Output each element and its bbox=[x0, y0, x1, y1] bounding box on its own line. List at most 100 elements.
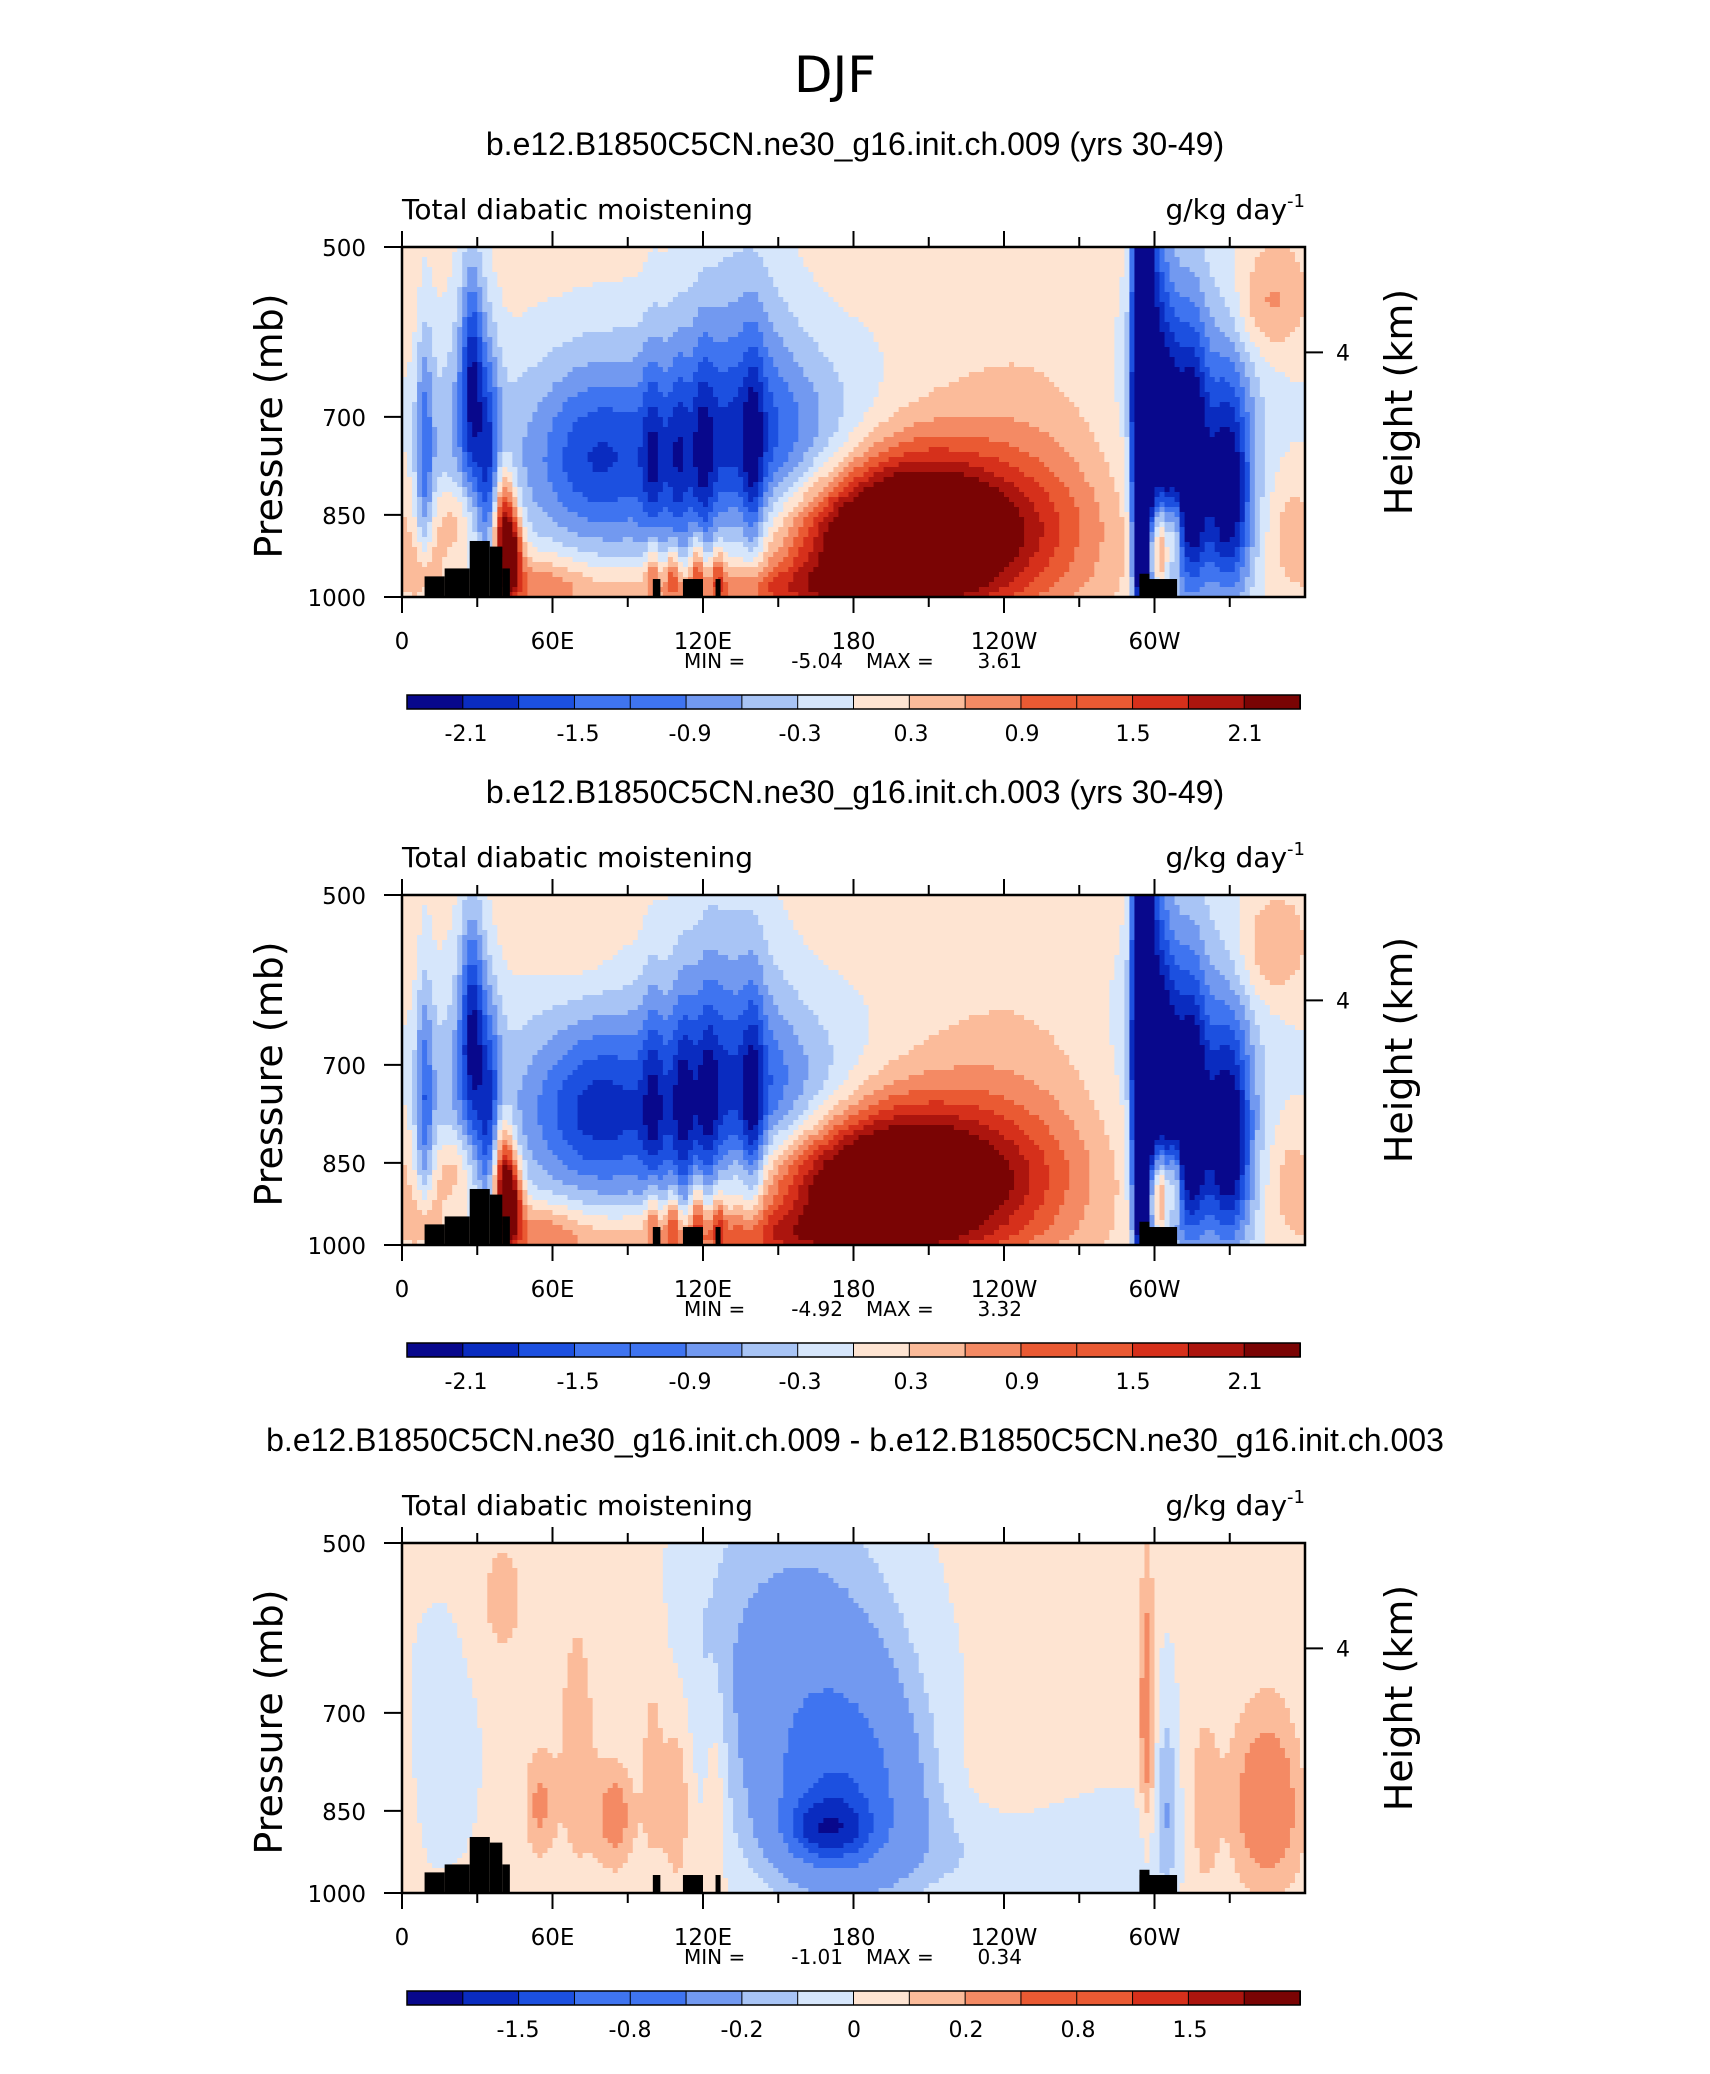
contour-cell bbox=[1134, 447, 1236, 453]
contour-cell bbox=[437, 1070, 453, 1076]
contour-cell bbox=[412, 422, 418, 428]
contour-cell bbox=[1239, 1090, 1246, 1096]
contour-cell bbox=[672, 1105, 719, 1111]
contour-cell bbox=[497, 512, 503, 518]
contour-cell bbox=[402, 1000, 413, 1006]
contour-cell bbox=[1229, 402, 1241, 408]
contour-cell bbox=[542, 1090, 559, 1096]
contour-cell bbox=[1129, 272, 1136, 278]
contour-cell bbox=[437, 537, 458, 543]
contour-cell bbox=[778, 572, 794, 578]
contour-cell bbox=[672, 362, 699, 368]
contour-cell bbox=[1039, 537, 1060, 543]
contour-cell bbox=[467, 1050, 483, 1056]
contour-cell bbox=[818, 1090, 835, 1096]
contour-cell bbox=[657, 497, 674, 503]
contour-cell bbox=[843, 382, 880, 388]
contour-cell bbox=[402, 1055, 413, 1061]
contour-cell bbox=[432, 372, 438, 378]
contour-cell bbox=[1199, 542, 1206, 548]
contour-cell bbox=[763, 1075, 774, 1081]
contour-cell bbox=[517, 557, 523, 563]
contour-cell bbox=[1204, 322, 1216, 328]
contour-cell bbox=[1179, 502, 1241, 508]
contour-cell bbox=[512, 492, 518, 498]
contour-cell bbox=[597, 552, 644, 558]
contour-cell bbox=[1134, 965, 1161, 971]
contour-cell bbox=[843, 975, 1115, 981]
contour-cell bbox=[402, 422, 413, 428]
contour-cell bbox=[497, 442, 503, 448]
contour-cell bbox=[843, 387, 880, 393]
contour-cell bbox=[1114, 367, 1125, 373]
contour-cell bbox=[642, 552, 649, 558]
contour-cell bbox=[1199, 382, 1206, 388]
contour-cell bbox=[783, 522, 794, 528]
contour-cell bbox=[662, 1060, 674, 1066]
contour-cell bbox=[1199, 307, 1211, 313]
contour-cell bbox=[1084, 1085, 1120, 1091]
contour-cell bbox=[432, 397, 453, 403]
contour-cell bbox=[642, 1105, 664, 1111]
contour-cell bbox=[502, 292, 564, 298]
contour-cell bbox=[1204, 517, 1216, 523]
contour-cell bbox=[778, 467, 794, 473]
contour-cell bbox=[1129, 412, 1136, 418]
contour-cell bbox=[778, 1100, 794, 1106]
contour-cell bbox=[1244, 402, 1256, 408]
contour-cell bbox=[708, 512, 719, 518]
contour-cell bbox=[437, 1090, 453, 1096]
contour-cell bbox=[497, 467, 503, 473]
contour-cell bbox=[482, 317, 488, 323]
contour-cell bbox=[412, 995, 418, 1001]
contour-cell bbox=[517, 512, 523, 518]
contour-cell bbox=[657, 457, 674, 463]
contour-cell bbox=[477, 1135, 493, 1141]
contour-cell bbox=[647, 567, 659, 573]
contour-cell bbox=[1164, 930, 1176, 936]
contour-cell bbox=[402, 267, 423, 273]
contour-cell bbox=[758, 1035, 764, 1041]
contour-cell bbox=[422, 920, 433, 926]
contour-cell bbox=[527, 1070, 549, 1076]
contour-cell bbox=[697, 482, 709, 488]
contour-cell bbox=[1134, 920, 1156, 926]
contour-cell bbox=[828, 457, 845, 463]
contour-cell bbox=[1169, 557, 1176, 563]
contour-cell bbox=[422, 502, 428, 508]
contour-cell bbox=[437, 1105, 453, 1111]
contour-cell bbox=[848, 1125, 865, 1131]
contour-cell bbox=[1099, 1110, 1125, 1116]
contour-cell bbox=[1279, 462, 1306, 468]
contour-cell bbox=[1164, 257, 1181, 263]
contour-cell bbox=[482, 940, 488, 946]
contour-cell bbox=[1019, 1125, 1050, 1131]
contour-cell bbox=[657, 452, 674, 458]
contour-cell bbox=[878, 1110, 995, 1116]
contour-cell bbox=[1124, 1030, 1131, 1036]
contour-cell bbox=[1259, 1025, 1296, 1031]
contour-cell bbox=[577, 1040, 644, 1046]
contour-cell bbox=[1174, 1005, 1201, 1011]
contour-cell bbox=[492, 1100, 498, 1106]
contour-cell bbox=[497, 517, 503, 523]
contour-cell bbox=[607, 467, 644, 473]
contour-cell bbox=[1264, 487, 1276, 493]
contour-cell bbox=[768, 487, 774, 493]
contour-cell bbox=[1199, 332, 1206, 338]
contour-cell bbox=[763, 472, 769, 478]
contour-cell bbox=[462, 920, 468, 926]
contour-cell bbox=[713, 1125, 719, 1131]
contour-cell bbox=[517, 522, 523, 528]
contour-cell bbox=[522, 1085, 544, 1091]
contour-cell bbox=[522, 527, 529, 533]
contour-cell bbox=[672, 407, 689, 413]
contour-cell bbox=[773, 1135, 789, 1141]
contour-cell bbox=[1159, 925, 1166, 931]
contour-cell bbox=[748, 507, 759, 513]
contour-cell bbox=[1124, 522, 1131, 528]
contour-cell bbox=[763, 1115, 769, 1121]
contour-cell bbox=[1214, 1075, 1236, 1081]
contour-cell bbox=[437, 437, 453, 443]
contour-cell bbox=[788, 1065, 809, 1071]
